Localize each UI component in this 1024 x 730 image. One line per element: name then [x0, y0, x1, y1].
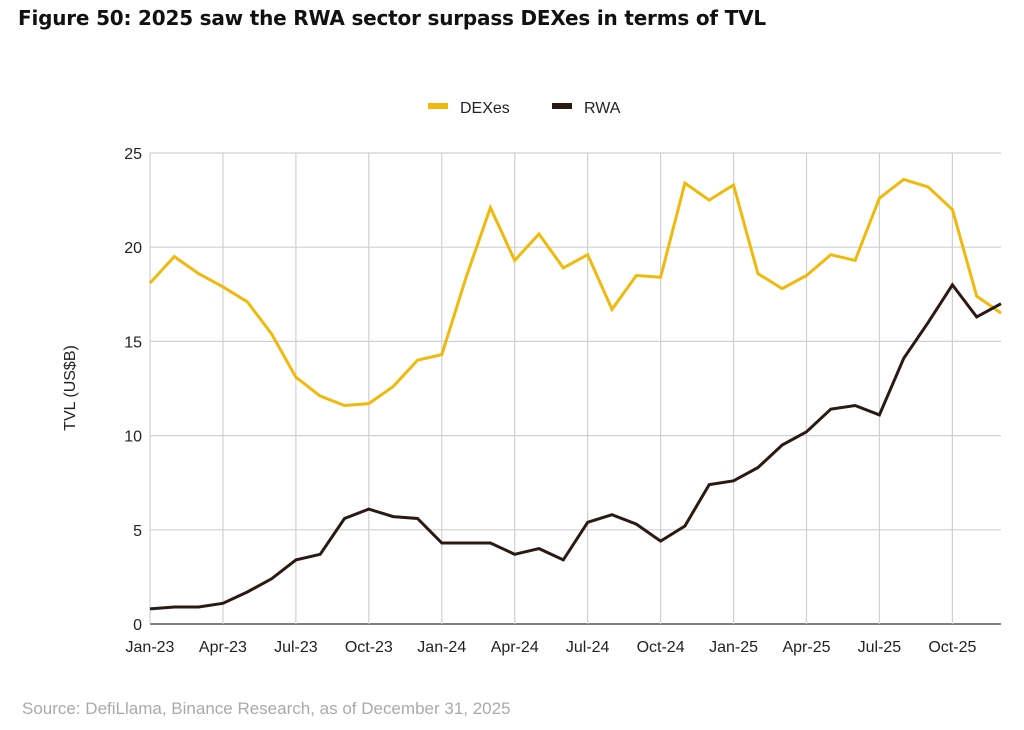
- y-tick-label: 0: [133, 617, 142, 634]
- figure-title: Figure 50: 2025 saw the RWA sector surpa…: [18, 6, 766, 30]
- x-tick-label: Oct-25: [928, 639, 976, 656]
- grid: [149, 152, 1001, 625]
- legend-swatch-dexes: [428, 103, 448, 109]
- legend-label-dexes: DEXes: [460, 100, 510, 117]
- legend-label-rwa: RWA: [584, 100, 621, 117]
- series-line-dexes: [148, 177, 1002, 408]
- x-tick-label: Apr-23: [199, 639, 247, 656]
- source-note: Source: DefiLlama, Binance Research, as …: [22, 699, 511, 718]
- legend-swatch-rwa: [552, 103, 572, 109]
- x-tick-label: Jul-25: [858, 639, 902, 656]
- y-tick-label: 10: [124, 429, 142, 446]
- x-tick-label: Apr-25: [782, 639, 830, 656]
- x-tick-label: Oct-23: [345, 639, 393, 656]
- series-line-rwa: [149, 282, 1002, 611]
- legend: DEXes RWA: [428, 100, 621, 117]
- x-tick-label: Oct-24: [637, 639, 685, 656]
- axis-ticks: 0 5 10 15 20 25 Jan-23 Apr-23 Jul-23 Oct-23 Jan-24…: [124, 146, 976, 656]
- series-lines: [148, 177, 1002, 611]
- x-tick-label: Jan-24: [417, 639, 466, 656]
- y-tick-label: 5: [133, 523, 142, 540]
- x-tick-label: Jul-24: [566, 639, 610, 656]
- x-tick-label: Apr-24: [491, 639, 539, 656]
- x-tick-label: Jul-23: [274, 639, 318, 656]
- y-axis-label: TVL (US$B): [62, 345, 79, 431]
- x-tick-label: Jan-23: [126, 639, 175, 656]
- y-tick-label: 25: [124, 146, 142, 163]
- y-tick-label: 15: [124, 334, 142, 351]
- y-tick-label: 20: [124, 240, 142, 257]
- x-tick-label: Jan-25: [709, 639, 758, 656]
